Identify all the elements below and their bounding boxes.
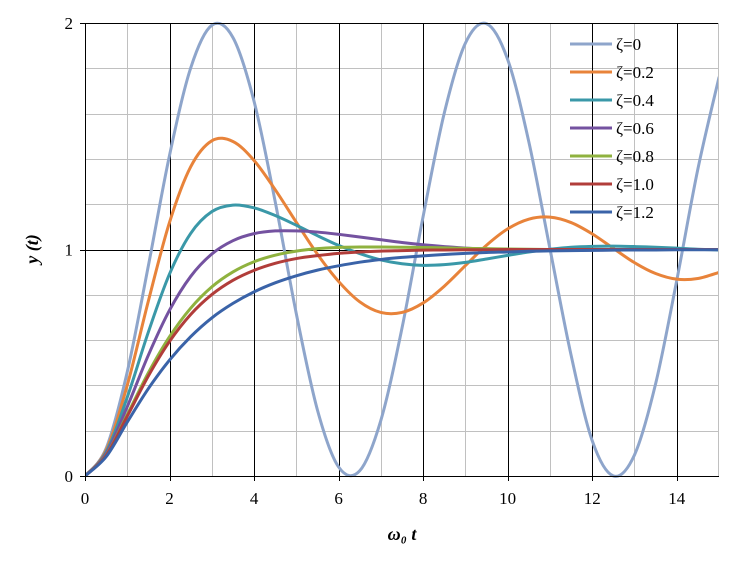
x-tick-label: 8: [419, 489, 428, 508]
legend-label-4: ζ=0.8: [616, 147, 654, 166]
x-tick-label: 0: [81, 489, 90, 508]
x-tick-label: 10: [499, 489, 516, 508]
x-axis-title: ω₀ t: [388, 524, 418, 544]
legend-label-1: ζ=0.2: [616, 63, 654, 82]
y-tick-label: 2: [65, 14, 74, 33]
y-axis-title: y (t): [22, 234, 43, 265]
legend: ζ=0 ζ=0.2 ζ=0.4 ζ=0.6 ζ=0.8 ζ=1.0 ζ=1.2: [570, 35, 654, 222]
x-tick-label: 12: [584, 489, 601, 508]
legend-label-0: ζ=0: [616, 35, 641, 54]
minor-gridlines: [85, 23, 719, 476]
legend-label-2: ζ=0.4: [616, 91, 654, 110]
x-tick-label: 14: [668, 489, 686, 508]
x-tick-label: 2: [165, 489, 174, 508]
series-line-2: [85, 203, 719, 478]
x-tick-labels: 0 2 4 6 8 10 12 14: [81, 489, 686, 508]
legend-label-3: ζ=0.6: [616, 119, 654, 138]
axes: [80, 23, 719, 481]
x-tick-label: 6: [334, 489, 343, 508]
x-tick-label: 4: [250, 489, 259, 508]
legend-label-5: ζ=1.0: [616, 175, 654, 194]
y-tick-label: 0: [65, 467, 74, 486]
y-tick-label: 1: [65, 241, 74, 260]
legend-label-6: ζ=1.2: [616, 203, 654, 222]
y-tick-labels: 0 1 2: [65, 14, 74, 486]
series-line-6: [85, 248, 719, 478]
